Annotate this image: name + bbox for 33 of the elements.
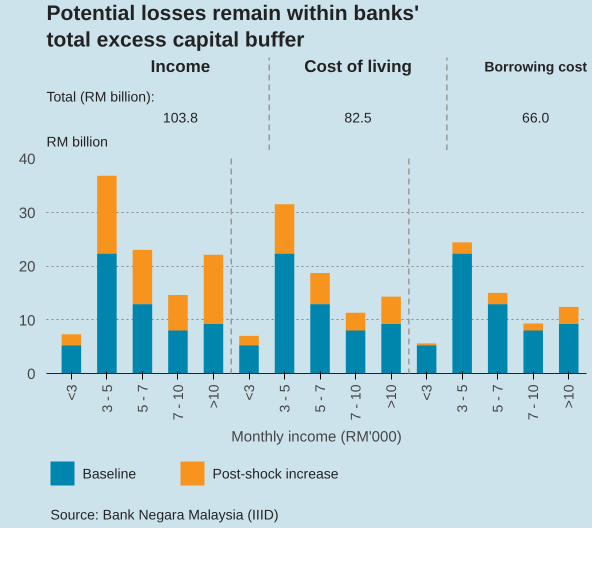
text: Total (RM billion): xyxy=(46,88,155,104)
y-axis-title: RM billion xyxy=(46,134,108,150)
y-tick-label: 0 xyxy=(27,366,36,383)
x-tick-label: 7 - 10 xyxy=(525,384,542,420)
text: Borrowing cost xyxy=(484,58,588,74)
text: 66.0 xyxy=(522,110,550,126)
y-tick-label: 10 xyxy=(18,312,36,330)
x-tick-label: 7 - 10 xyxy=(348,384,364,420)
text: Cost of living xyxy=(304,57,412,76)
legend-label: Post-shock increase xyxy=(212,466,339,482)
x-tick-label: <3 xyxy=(418,384,435,400)
y-tick-label: 30 xyxy=(18,204,36,222)
text: Income xyxy=(150,57,210,76)
x-tick-label: <3 xyxy=(241,384,257,400)
x-tick-label: 7 - 10 xyxy=(170,384,186,420)
legend-label: Baseline xyxy=(82,466,136,482)
x-tick-label: 5 - 7 xyxy=(134,384,150,413)
x-tick-label: >10 xyxy=(205,384,222,408)
x-tick-label: 5 - 7 xyxy=(312,384,328,413)
x-axis-title: Monthly income (RM'000) xyxy=(231,428,402,446)
x-tick-label: >10 xyxy=(383,384,400,408)
y-tick-label: 40 xyxy=(18,151,36,168)
x-tick-label: 3 - 5 xyxy=(454,384,470,413)
x-tick-label: 3 - 5 xyxy=(98,384,115,413)
text: 103.8 xyxy=(162,110,198,126)
chart-title: Potential losses remain within banks' total excess capital buffer xyxy=(46,2,420,52)
x-tick-label: 3 - 5 xyxy=(276,384,293,413)
y-tick-label: 20 xyxy=(18,258,36,276)
x-tick-label: <3 xyxy=(63,384,80,400)
text: 82.5 xyxy=(344,110,372,126)
source-note: Source: Bank Negara Malaysia (IIID) xyxy=(50,506,278,522)
x-tick-label: >10 xyxy=(560,384,577,408)
x-tick-label: 5 - 7 xyxy=(490,384,506,413)
